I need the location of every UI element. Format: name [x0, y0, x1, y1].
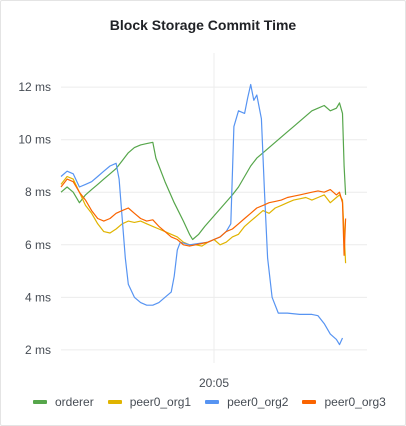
- legend-item-peer0_org3[interactable]: peer0_org3: [302, 395, 386, 409]
- y-tick-label: 4 ms: [25, 290, 51, 304]
- line-chart[interactable]: 2 ms 4 ms 6 ms 8 ms 10 ms 12 ms 20:05: [1, 1, 405, 391]
- x-tick-label: 20:05: [199, 376, 229, 390]
- panel-title: Block Storage Commit Time: [109, 17, 297, 33]
- series-line-orderer: [60, 102, 347, 241]
- legend-swatch: [107, 400, 122, 404]
- series-line-peer0_org3: [60, 178, 347, 256]
- y-tick-label: 8 ms: [25, 185, 51, 199]
- legend: orderer peer0_org1 peer0_org2 peer0_org3: [33, 395, 386, 409]
- legend-swatch: [302, 400, 317, 404]
- legend-label: peer0_org1: [129, 395, 192, 409]
- legend-item-orderer[interactable]: orderer: [33, 395, 94, 409]
- y-tick-label: 12 ms: [18, 80, 51, 94]
- legend-label: peer0_org2: [227, 395, 289, 409]
- legend-swatch: [33, 400, 47, 404]
- y-tick-label: 6 ms: [25, 238, 51, 252]
- legend-label: peer0_org3: [324, 395, 386, 409]
- legend-swatch: [205, 400, 220, 404]
- series-line-peer0_org1: [60, 175, 347, 264]
- legend-item-peer0_org1[interactable]: peer0_org1: [107, 395, 192, 409]
- y-tick-label: 2 ms: [25, 343, 51, 357]
- legend-label: orderer: [55, 395, 94, 409]
- series-line-peer0_org2: [60, 83, 344, 346]
- legend-item-peer0_org2[interactable]: peer0_org2: [205, 395, 288, 409]
- y-tick-label: 10 ms: [18, 133, 51, 147]
